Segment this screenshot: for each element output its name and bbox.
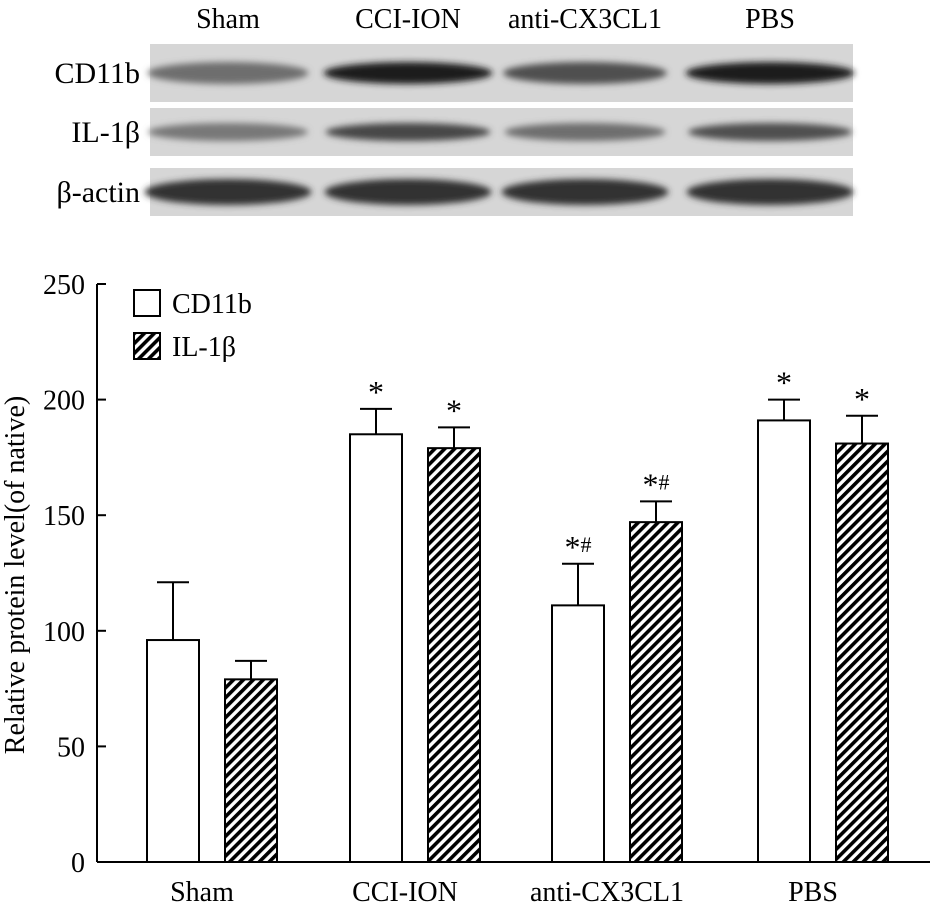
legend-label: CD11b xyxy=(172,289,252,320)
x-tick-label: anti-CX3CL1 xyxy=(530,877,684,907)
significance-mark: *# xyxy=(643,466,670,502)
significance-mark: * xyxy=(854,381,870,417)
western-blot: Sham CCI-ION anti-CX3CL1 PBS CD11b IL-1β β-ac… xyxy=(54,4,855,216)
blot-row-label: IL-1β xyxy=(71,116,140,149)
legend-swatch xyxy=(133,289,161,317)
chart-legend: CD11b IL-1β xyxy=(133,289,252,363)
blot-band xyxy=(686,179,854,205)
significance-mark: * xyxy=(368,374,384,410)
bar-cd11b xyxy=(146,639,200,863)
bar-cd11b xyxy=(349,433,403,863)
x-tick-label: PBS xyxy=(788,877,838,907)
bar-il-1b xyxy=(629,521,683,863)
bar-il-1b xyxy=(427,447,481,863)
bar-il-1b xyxy=(224,678,278,863)
y-tick-label: 150 xyxy=(43,501,85,532)
bar-cd11b xyxy=(757,419,811,863)
bar-cd11b xyxy=(551,604,605,863)
blot-row: IL-1β xyxy=(71,108,853,156)
blot-row: CD11b xyxy=(54,44,855,102)
blot-lane-label: Sham xyxy=(196,4,260,35)
x-tick-label: CCI-ION xyxy=(352,877,458,907)
significance-mark: * xyxy=(776,365,792,401)
blot-band xyxy=(501,179,669,205)
y-tick-label: 250 xyxy=(43,270,85,301)
blot-band xyxy=(503,62,667,84)
y-tick-label: 0 xyxy=(71,848,85,879)
blot-band xyxy=(147,62,309,84)
significance-mark: * xyxy=(446,392,462,428)
blot-band xyxy=(323,62,493,84)
blot-lane-label: CCI-ION xyxy=(355,4,461,35)
blot-band xyxy=(688,123,852,141)
y-axis-label: Relative protein level(of native) xyxy=(0,396,31,754)
blot-lane-label: anti-CX3CL1 xyxy=(508,4,662,35)
bar-chart: 0 50 100 150 200 250 Sham CCI-ION anti-CX3CL1 PBS… xyxy=(0,270,930,908)
blot-lane-label: PBS xyxy=(745,4,795,35)
chart-bars: * * *# *# * * xyxy=(146,365,889,863)
blot-rows: CD11b IL-1β β-actin xyxy=(54,44,855,216)
blot-lane-labels: Sham CCI-ION anti-CX3CL1 PBS xyxy=(196,4,795,35)
y-tick-label: 50 xyxy=(57,732,85,763)
blot-row-label: CD11b xyxy=(54,57,140,90)
blot-band xyxy=(324,179,492,205)
y-tick-label: 100 xyxy=(43,617,85,648)
blot-band xyxy=(685,62,855,84)
blot-band xyxy=(148,123,308,141)
bar-il-1b xyxy=(835,442,889,863)
x-tick-label: Sham xyxy=(170,877,234,907)
blot-band xyxy=(325,123,491,141)
blot-band xyxy=(144,179,312,205)
blot-row: β-actin xyxy=(56,168,854,216)
blot-band xyxy=(504,123,666,141)
significance-mark: *# xyxy=(565,529,592,565)
blot-row-label: β-actin xyxy=(56,176,140,209)
legend-label: IL-1β xyxy=(172,332,236,363)
legend-swatch xyxy=(133,332,161,360)
y-tick-label: 200 xyxy=(43,386,85,417)
